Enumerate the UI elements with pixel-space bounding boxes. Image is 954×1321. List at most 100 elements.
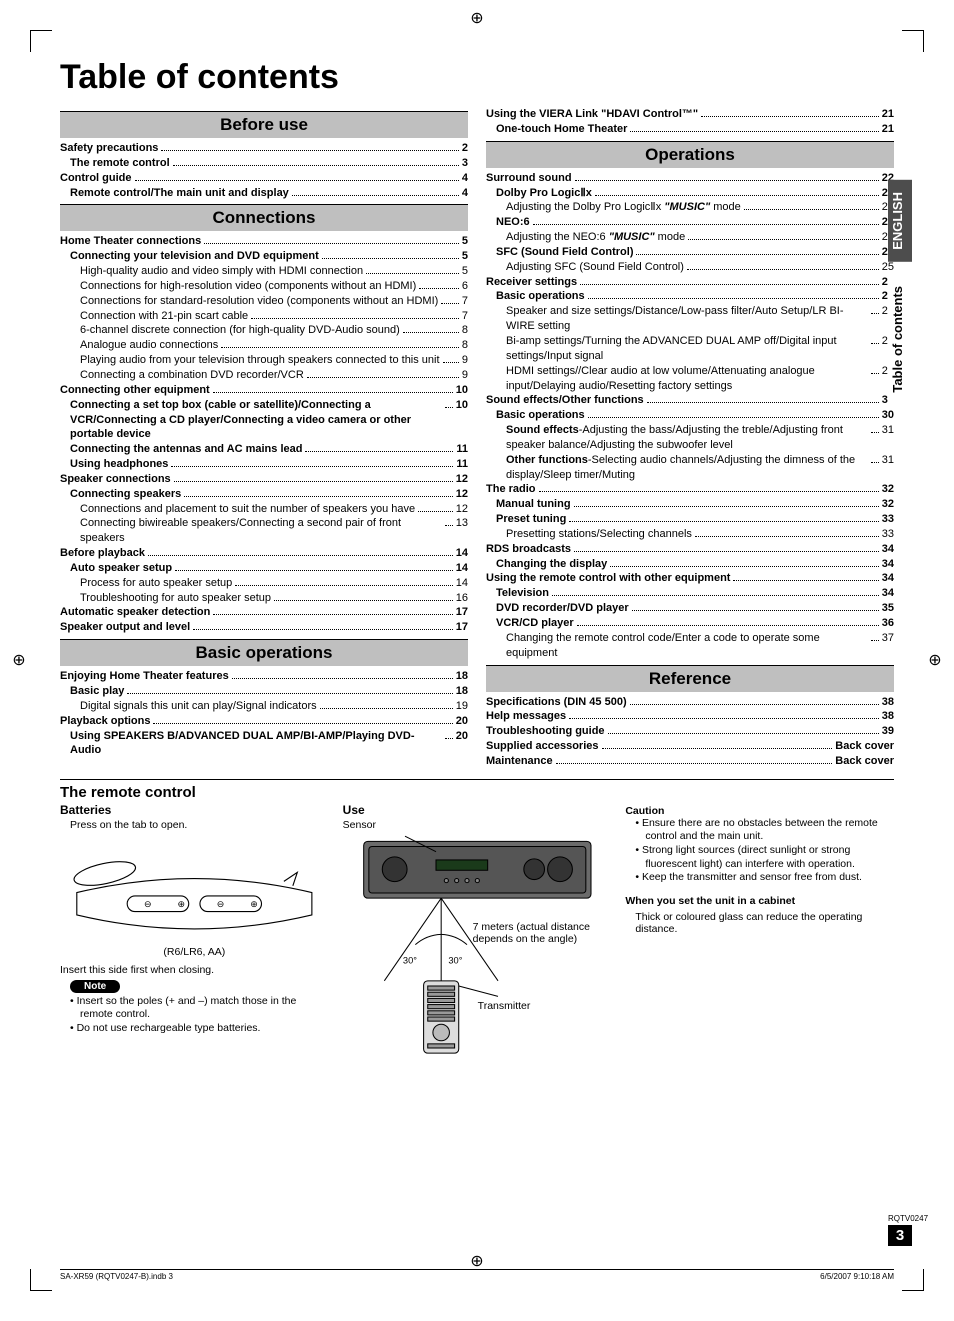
toc-leader-dots — [871, 432, 879, 433]
toc-entry: Before playback14 — [60, 546, 468, 561]
toc-entry-page: 31 — [882, 423, 894, 438]
toc-leader-dots — [445, 407, 453, 408]
toc-entry-label: Using the VIERA Link "HDAVI Control™" — [486, 107, 698, 122]
toc-entry-page: 17 — [456, 620, 468, 635]
toc-entry: Adjusting the Dolby Pro LogicⅡx "MUSIC" … — [486, 200, 894, 215]
cabinet-heading: When you set the unit in a cabinet — [625, 895, 894, 907]
toc-entry-label: Connecting biwireable speakers/Connectin… — [80, 516, 442, 546]
remote-use-column: Use Sensor — [343, 803, 612, 1097]
registration-mark-icon: ⊕ — [926, 652, 944, 670]
remote-caution-column: Caution Ensure there are no obstacles be… — [625, 803, 894, 1097]
toc-entry-label: Adjusting SFC (Sound Field Control) — [506, 260, 684, 275]
doc-reference: RQTV0247 — [888, 1214, 912, 1223]
toc-entry-page: 4 — [462, 186, 468, 201]
toc-entry: Connections and placement to suit the nu… — [60, 502, 468, 517]
toc-entry: Preset tuning33 — [486, 512, 894, 527]
toc-leader-dots — [184, 496, 452, 497]
toc-entry-page: 32 — [882, 497, 894, 512]
toc-entry-label: Auto speaker setup — [70, 561, 172, 576]
toc-entry: Playback options20 — [60, 714, 468, 729]
toc-section-heading: Before use — [60, 111, 468, 138]
toc-leader-dots — [871, 640, 879, 641]
toc-entry: Surround sound22 — [486, 171, 894, 186]
side-tab-language: ENGLISH — [888, 180, 912, 262]
toc-entry-page: 18 — [456, 669, 468, 684]
toc-leader-dots — [127, 693, 452, 694]
remote-section-title: The remote control — [60, 784, 894, 801]
toc-entry-label: Manual tuning — [496, 497, 571, 512]
use-transmitter-label: Transmitter — [478, 1000, 747, 1012]
toc-entry-page: 21 — [882, 107, 894, 122]
toc-entry-page: 39 — [882, 724, 894, 739]
toc-entry-label: Help messages — [486, 709, 566, 724]
toc-entry: Receiver settings26 — [486, 275, 894, 290]
toc-entry-page: 31 — [882, 453, 894, 468]
toc-entry-label: Connections and placement to suit the nu… — [80, 502, 415, 517]
toc-leader-dots — [871, 462, 879, 463]
toc-leader-dots — [539, 491, 879, 492]
toc-entry: HDMI settings//Clear audio at low volume… — [486, 364, 894, 394]
toc-leader-dots — [135, 180, 459, 181]
toc-entry-label: Basic play — [70, 684, 124, 699]
toc-entry: Connecting biwireable speakers/Connectin… — [60, 516, 468, 546]
toc-entry-label: Safety precautions — [60, 141, 158, 156]
angle-left-label: 30° — [403, 955, 417, 965]
toc-entry: Connecting a combination DVD recorder/VC… — [60, 368, 468, 383]
toc-entry-label: Using headphones — [70, 457, 168, 472]
toc-leader-dots — [588, 417, 879, 418]
toc-entry: Using headphones11 — [60, 457, 468, 472]
toc-entry-label: Connecting speakers — [70, 487, 181, 502]
toc-entry-page: 8 — [462, 338, 468, 353]
toc-entry: Connections for standard-resolution vide… — [60, 294, 468, 309]
toc-entry-page: 12 — [456, 502, 468, 517]
toc-leader-dots — [687, 269, 879, 270]
toc-entry: Sound effects-Adjusting the bass/Adjusti… — [486, 423, 894, 453]
toc-entry-label: RDS broadcasts — [486, 542, 571, 557]
toc-entry-label: Sound effects/Other functions — [486, 393, 644, 408]
toc-entry-page: 14 — [456, 546, 468, 561]
toc-entry-page: 4 — [462, 171, 468, 186]
batteries-insert-side: Insert this side first when closing. — [60, 964, 329, 976]
toc-entry-label: DVD recorder/DVD player — [496, 601, 629, 616]
toc-entry: Process for auto speaker setup14 — [60, 576, 468, 591]
toc-entry: One-touch Home Theater21 — [486, 122, 894, 137]
toc-entry: SFC (Sound Field Control)24 — [486, 245, 894, 260]
toc-leader-dots — [307, 377, 459, 378]
toc-leader-dots — [320, 708, 453, 709]
svg-text:⊖: ⊖ — [217, 899, 225, 909]
use-distance-label: 7 meters (actual distance depends on the… — [473, 921, 593, 945]
toc-entry-label: VCR/CD player — [496, 616, 574, 631]
toc-leader-dots — [574, 551, 879, 552]
toc-entry-page: 11 — [456, 442, 468, 457]
battery-compartment-illustration: ⊖ ⊕ ⊖ ⊕ — [60, 831, 329, 943]
toc-entry-label: Specifications (DIN 45 500) — [486, 695, 627, 710]
toc-entry-label: Presetting stations/Selecting channels — [506, 527, 692, 542]
toc-leader-dots — [193, 629, 453, 630]
remote-batteries-column: Batteries Press on the tab to open. ⊖ ⊕ … — [60, 803, 329, 1097]
toc-entry-page: 8 — [462, 323, 468, 338]
toc-leader-dots — [403, 332, 459, 333]
toc-entry: MaintenanceBack cover — [486, 754, 894, 769]
footer: SA-XR59 (RQTV0247-B).indb 3 6/5/2007 9:1… — [60, 1269, 894, 1281]
toc-entry-page: 16 — [456, 591, 468, 606]
toc-entry-page: 19 — [456, 699, 468, 714]
toc-leader-dots — [533, 224, 879, 225]
toc-leader-dots — [445, 525, 453, 526]
toc-entry: DVD recorder/DVD player35 — [486, 601, 894, 616]
toc-leader-dots — [695, 536, 879, 537]
toc-leader-dots — [595, 195, 879, 196]
toc-leader-dots — [251, 318, 459, 319]
toc-leader-dots — [580, 284, 879, 285]
toc-entry-label: Adjusting the Dolby Pro LogicⅡx "MUSIC" … — [506, 200, 741, 215]
footer-left: SA-XR59 (RQTV0247-B).indb 3 — [60, 1272, 173, 1281]
toc-entry-page: 9 — [462, 353, 468, 368]
toc-entry-page: 34 — [882, 542, 894, 557]
crop-mark-icon — [902, 1269, 924, 1291]
toc-entry: Speaker output and level17 — [60, 620, 468, 635]
toc-entry: Changing the remote control code/Enter a… — [486, 631, 894, 661]
toc-columns: Before useSafety precautions2The remote … — [40, 107, 914, 769]
toc-entry-page: 38 — [882, 709, 894, 724]
toc-entry-page: 34 — [882, 557, 894, 572]
toc-entry: Connecting the antennas and AC mains lea… — [60, 442, 468, 457]
toc-column-left: Before useSafety precautions2The remote … — [60, 107, 468, 769]
